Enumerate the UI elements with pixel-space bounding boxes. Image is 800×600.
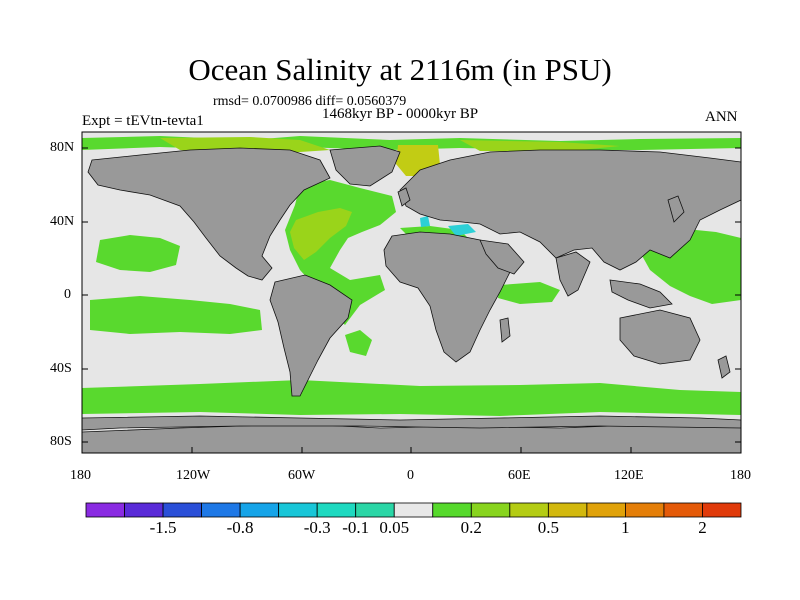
lon-label-180w: 180 bbox=[70, 468, 91, 483]
experiment-label: Expt = tEVtn-tevta1 bbox=[82, 113, 204, 129]
colorbar-swatch bbox=[316, 502, 357, 518]
colorbar-swatch bbox=[201, 502, 241, 518]
lat-tick-marks bbox=[82, 147, 741, 443]
colorbar-swatch bbox=[355, 502, 395, 518]
colorbar-label: -0.8 bbox=[226, 518, 254, 537]
colorbar-label: -0.3 bbox=[303, 518, 331, 537]
colorbar-label: 1 bbox=[621, 518, 630, 537]
period-label: 1468kyr BP - 0000kyr BP bbox=[322, 106, 479, 122]
colorbar-swatch bbox=[278, 502, 318, 518]
lon-tick-marks bbox=[81, 447, 742, 453]
lon-label-60w: 60W bbox=[288, 468, 316, 483]
colorbar-label: 0.05 bbox=[379, 518, 410, 537]
colorbar-swatch bbox=[625, 502, 665, 518]
lat-label-0: 0 bbox=[64, 287, 71, 302]
colorbar-label: 0.2 bbox=[460, 518, 482, 537]
colorbar-label: -1.5 bbox=[149, 518, 177, 537]
lat-label-40n: 40N bbox=[50, 214, 75, 229]
colorbar-swatch bbox=[702, 502, 742, 518]
lon-label-0: 0 bbox=[407, 468, 414, 483]
stats-line: rmsd= 0.0700986 diff= 0.0560379 bbox=[213, 94, 407, 109]
map-title: Ocean Salinity at 2116m (in PSU) bbox=[188, 52, 612, 87]
lon-label-180e: 180 bbox=[730, 468, 751, 483]
colorbar-swatch bbox=[124, 502, 164, 518]
colorbar-label: -0.1 bbox=[342, 518, 370, 537]
lon-label-60e: 60E bbox=[508, 468, 531, 483]
colorbar-swatch bbox=[393, 502, 434, 518]
colorbar-label: 2 bbox=[698, 518, 707, 537]
colorbar-swatch bbox=[509, 502, 549, 518]
lon-label-120e: 120E bbox=[614, 468, 644, 483]
colorbar-swatch bbox=[85, 502, 125, 518]
colorbar-label: 0.5 bbox=[537, 518, 559, 537]
colorbar-swatch bbox=[547, 502, 588, 518]
colorbar-swatch bbox=[470, 502, 511, 518]
season-label: ANN bbox=[705, 109, 738, 125]
land-masses bbox=[82, 145, 741, 453]
colorbar-swatch bbox=[663, 502, 703, 518]
colorbar-swatch bbox=[586, 502, 626, 518]
lat-label-40s: 40S bbox=[50, 361, 72, 376]
colorbar-swatch bbox=[239, 502, 280, 518]
colorbar-swatch bbox=[162, 502, 202, 518]
lon-label-120w: 120W bbox=[176, 468, 211, 483]
colorbar-swatch bbox=[432, 502, 472, 518]
lat-label-80n: 80N bbox=[50, 140, 75, 155]
lat-label-80s: 80S bbox=[50, 434, 72, 449]
